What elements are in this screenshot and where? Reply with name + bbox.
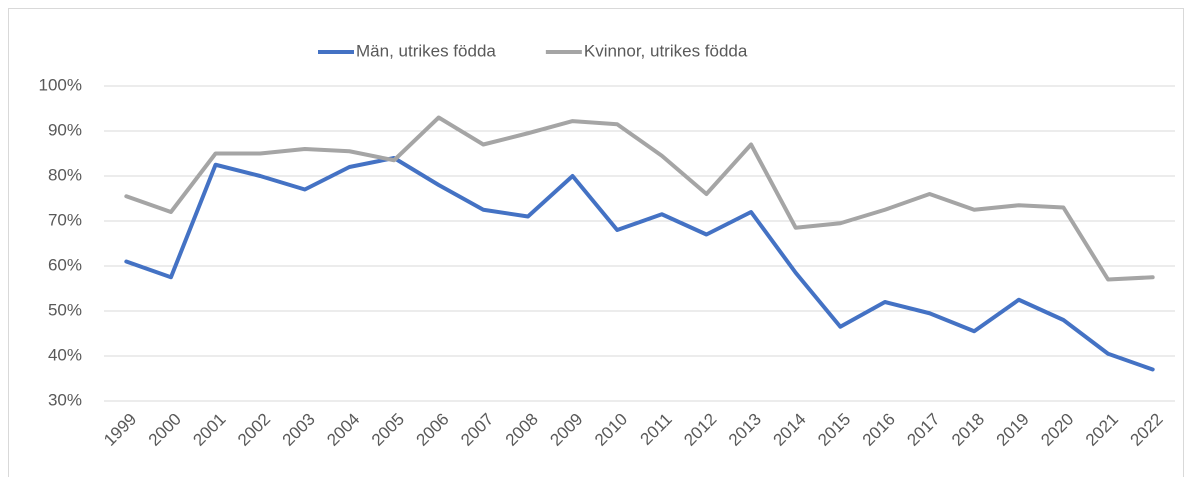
x-tick-label: 1999 <box>100 410 140 450</box>
y-tick-label: 70% <box>48 210 82 229</box>
x-tick-label: 2016 <box>859 410 899 450</box>
x-tick-label: 2001 <box>189 410 229 450</box>
y-tick-label: 60% <box>48 255 82 274</box>
series-line <box>124 156 1155 372</box>
x-tick-label: 2021 <box>1082 410 1122 450</box>
x-tick-label: 2005 <box>368 410 408 450</box>
chart-border <box>8 8 1184 477</box>
x-tick-label: 2003 <box>279 410 319 450</box>
x-tick-label: 2012 <box>680 410 720 450</box>
x-tick-label: 2009 <box>546 410 586 450</box>
legend-label: Män, utrikes födda <box>356 41 496 60</box>
x-tick-label: 2019 <box>993 410 1033 450</box>
x-tick-label: 2022 <box>1127 410 1167 450</box>
legend: Män, utrikes födda Kvinnor, utrikes födda <box>318 41 748 60</box>
legend-label: Kvinnor, utrikes födda <box>584 41 748 60</box>
x-tick-label: 2002 <box>234 410 274 450</box>
x-tick-label: 2006 <box>413 410 453 450</box>
x-tick-label: 2014 <box>770 410 810 450</box>
y-tick-label: 40% <box>48 345 82 364</box>
series-line <box>124 115 1155 282</box>
y-tick-label: 50% <box>48 300 82 319</box>
x-tick-label: 2018 <box>948 410 988 450</box>
x-tick-label: 2017 <box>903 410 943 450</box>
x-tick-label: 2008 <box>502 410 542 450</box>
y-tick-label: 30% <box>48 390 82 409</box>
x-tick-label: 2004 <box>323 410 363 450</box>
x-tick-label: 2015 <box>814 410 854 450</box>
x-tick-label: 2000 <box>145 410 185 450</box>
y-tick-label: 90% <box>48 120 82 139</box>
y-tick-label: 100% <box>39 75 82 94</box>
x-tick-label: 2007 <box>457 410 497 450</box>
x-tick-label: 2011 <box>637 410 676 449</box>
x-tick-label: 2010 <box>591 410 631 450</box>
x-tick-label: 2020 <box>1037 410 1077 450</box>
x-tick-label: 2013 <box>725 410 765 450</box>
y-tick-label: 80% <box>48 165 82 184</box>
